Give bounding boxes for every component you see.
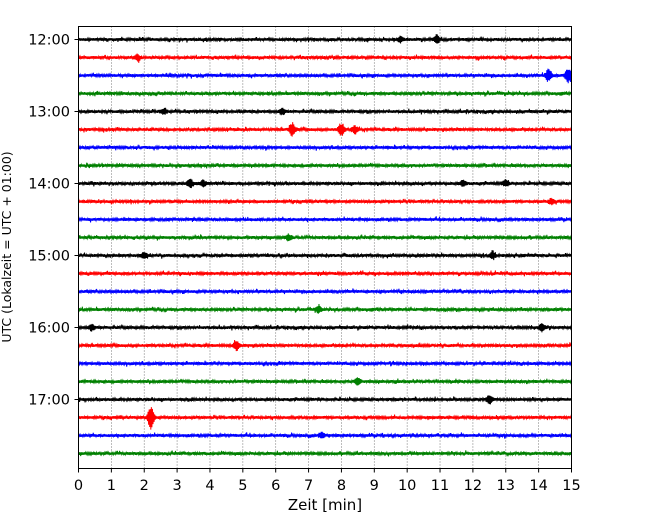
trace-1245 <box>78 90 572 97</box>
y-tick-label: 13:00 <box>28 105 70 121</box>
y-axis-label: UTC (Lokalzeit = UTC + 01:00) <box>0 151 14 342</box>
y-tick-label: 16:00 <box>28 321 70 337</box>
x-tick-label: 3 <box>172 478 181 494</box>
x-tick-label: 10 <box>398 478 416 494</box>
trace-1345 <box>78 162 572 169</box>
x-tick-label: 12 <box>464 478 482 494</box>
y-tick-label: 15:00 <box>28 249 70 265</box>
trace-1630 <box>78 360 572 367</box>
trace-1315 <box>78 122 572 137</box>
trace-1730 <box>78 431 572 439</box>
trace-1700 <box>78 395 572 405</box>
x-tick-label: 7 <box>304 478 313 494</box>
trace-1215 <box>78 53 572 63</box>
x-axis-ticks: 0 1 2 3 4 5 6 7 8 9 10 11 12 13 14 15 <box>74 468 581 494</box>
x-tick-label: 0 <box>74 478 83 494</box>
trace-1300 <box>78 107 572 116</box>
trace-1500 <box>78 250 572 261</box>
x-tick-label: 6 <box>271 478 280 494</box>
trace-1330 <box>78 144 572 151</box>
x-tick-label: 14 <box>529 478 547 494</box>
x-tick-label: 4 <box>205 478 214 494</box>
trace-1515 <box>78 270 572 277</box>
trace-1230 <box>78 68 572 84</box>
trace-1600 <box>78 323 572 333</box>
trace-1430 <box>78 216 572 223</box>
trace-1530 <box>78 288 572 295</box>
x-tick-label: 1 <box>107 478 116 494</box>
plot-frame <box>78 26 572 469</box>
trace-1400 <box>78 178 572 189</box>
x-tick-label: 5 <box>238 478 247 494</box>
y-tick-label: 17:00 <box>28 393 70 409</box>
x-axis-label: Zeit [min] <box>288 496 362 514</box>
x-tick-label: 9 <box>370 478 379 494</box>
trace-1645 <box>78 377 572 386</box>
trace-group <box>78 34 572 457</box>
trace-1200 <box>78 34 572 44</box>
trace-1545 <box>78 303 572 314</box>
y-axis-ticks: 12:00 13:00 14:00 15:00 16:00 17:00 <box>28 33 79 409</box>
trace-1615 <box>78 340 572 352</box>
x-tick-label: 8 <box>337 478 346 494</box>
trace-1715 <box>78 407 572 430</box>
x-tick-label: 2 <box>140 478 149 494</box>
trace-1445 <box>78 233 572 242</box>
y-tick-label: 14:00 <box>28 177 70 193</box>
x-tick-label: 13 <box>497 478 515 494</box>
x-tick-label: 15 <box>562 478 580 494</box>
trace-1415 <box>78 197 572 206</box>
y-tick-label: 12:00 <box>28 33 70 49</box>
x-tick-label: 11 <box>431 478 449 494</box>
trace-1745 <box>78 450 572 457</box>
